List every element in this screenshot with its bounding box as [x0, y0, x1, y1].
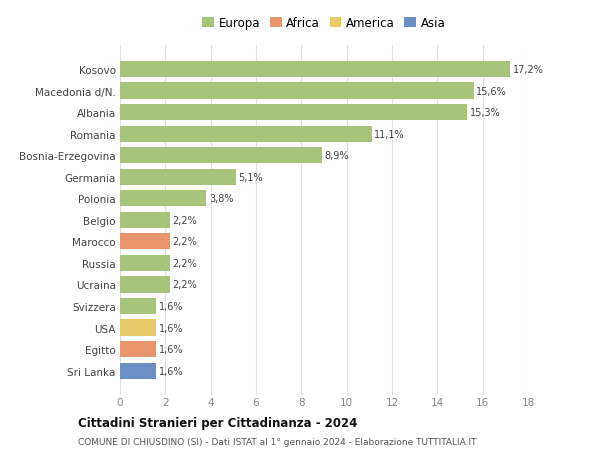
- Text: 1,6%: 1,6%: [159, 301, 184, 311]
- Bar: [120, 320, 156, 336]
- Text: 15,6%: 15,6%: [476, 86, 507, 96]
- Text: 3,8%: 3,8%: [209, 194, 233, 204]
- Legend: Europa, Africa, America, Asia: Europa, Africa, America, Asia: [202, 17, 446, 30]
- Text: 2,2%: 2,2%: [173, 280, 197, 290]
- Bar: [120, 363, 156, 379]
- Text: Cittadini Stranieri per Cittadinanza - 2024: Cittadini Stranieri per Cittadinanza - 2…: [78, 416, 358, 429]
- Text: 15,3%: 15,3%: [470, 108, 500, 118]
- Text: 11,1%: 11,1%: [374, 129, 405, 140]
- Bar: [120, 191, 206, 207]
- Bar: [120, 62, 510, 78]
- Bar: [120, 277, 170, 293]
- Bar: [120, 212, 170, 229]
- Bar: [120, 126, 371, 142]
- Text: 1,6%: 1,6%: [159, 344, 184, 354]
- Bar: [120, 105, 467, 121]
- Bar: [120, 169, 236, 185]
- Text: COMUNE DI CHIUSDINO (SI) - Dati ISTAT al 1° gennaio 2024 - Elaborazione TUTTITAL: COMUNE DI CHIUSDINO (SI) - Dati ISTAT al…: [78, 437, 476, 446]
- Text: 5,1%: 5,1%: [238, 172, 263, 182]
- Text: 2,2%: 2,2%: [173, 215, 197, 225]
- Text: 2,2%: 2,2%: [173, 237, 197, 247]
- Bar: [120, 83, 473, 100]
- Bar: [120, 148, 322, 164]
- Text: 2,2%: 2,2%: [173, 258, 197, 269]
- Bar: [120, 234, 170, 250]
- Text: 1,6%: 1,6%: [159, 323, 184, 333]
- Text: 1,6%: 1,6%: [159, 366, 184, 376]
- Text: 17,2%: 17,2%: [512, 65, 544, 75]
- Bar: [120, 341, 156, 358]
- Bar: [120, 298, 156, 314]
- Text: 8,9%: 8,9%: [325, 151, 349, 161]
- Bar: [120, 255, 170, 271]
